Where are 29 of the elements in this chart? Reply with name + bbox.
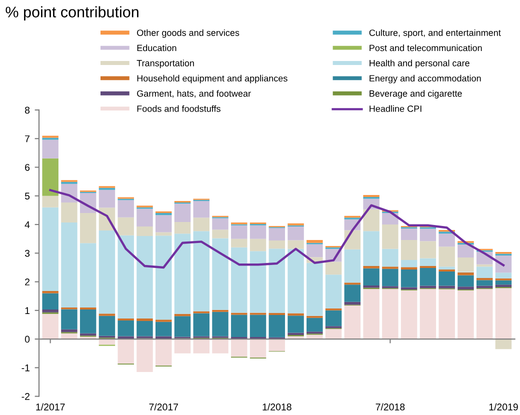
legend-label: Garment, hats, and footwear bbox=[137, 90, 251, 98]
x-tick-label: 7/2018 bbox=[376, 403, 405, 410]
legend-label: Beverage and cigarette bbox=[370, 90, 462, 98]
y-tick-label: 3 bbox=[24, 250, 30, 257]
chart-title: % point contribution bbox=[6, 6, 138, 20]
y-tick-label: 1 bbox=[25, 307, 30, 314]
y-tick-label: 5 bbox=[24, 192, 30, 200]
x-tick-label: 1/2019 bbox=[489, 403, 518, 410]
legend-label: Household equipment and appliances bbox=[137, 74, 288, 84]
y-tick-label: -1 bbox=[22, 364, 30, 372]
y-tick-label: 7 bbox=[25, 135, 30, 142]
x-tick-label: 1/2018 bbox=[262, 403, 292, 410]
y-tick-label: -2 bbox=[22, 393, 30, 400]
y-tick-label: 4 bbox=[24, 221, 30, 228]
legend-label: Education bbox=[137, 44, 176, 52]
x-tick-label: 7/2017 bbox=[149, 403, 178, 410]
y-tick-label: 2 bbox=[25, 278, 30, 286]
y-tick-label: 0 bbox=[24, 336, 30, 343]
legend-label: Foods and foodstuffs bbox=[137, 105, 220, 112]
y-tick-label: 8 bbox=[24, 106, 30, 114]
legend-label: Headline CPI bbox=[370, 105, 422, 112]
x-tick-label: 1/2017 bbox=[36, 403, 65, 410]
legend-label: Culture, sport, and entertainment bbox=[369, 29, 501, 38]
legend-label: Health and personal care bbox=[370, 60, 470, 68]
legend-label: Post and telecommunication bbox=[370, 44, 482, 52]
legend-label: Transportation bbox=[136, 60, 194, 68]
legend-label: Other goods and services bbox=[137, 29, 240, 38]
y-tick-label: 6 bbox=[25, 164, 30, 171]
legend-label: Energy and accommodation bbox=[370, 74, 481, 84]
